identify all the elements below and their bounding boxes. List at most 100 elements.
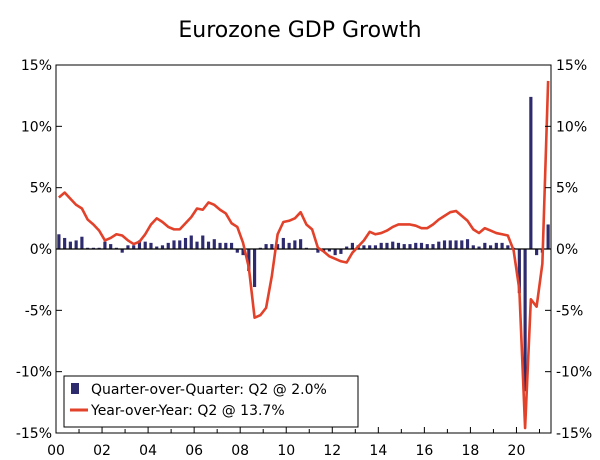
qoq-bar bbox=[333, 249, 337, 256]
qoq-bar bbox=[350, 242, 355, 249]
qoq-bar bbox=[74, 240, 78, 249]
qoq-bar bbox=[437, 241, 441, 249]
qoq-bar bbox=[460, 240, 464, 249]
x-tick-label: 10 bbox=[277, 443, 295, 459]
qoq-bar bbox=[477, 246, 481, 249]
qoq-bar bbox=[523, 249, 527, 392]
qoq-bar bbox=[178, 240, 182, 249]
y-tick-label-right: 15% bbox=[556, 58, 587, 74]
qoq-bar bbox=[408, 244, 412, 249]
x-tick-label: 00 bbox=[47, 443, 65, 459]
qoq-bar bbox=[270, 244, 274, 249]
qoq-bar bbox=[448, 240, 452, 249]
qoq-bar bbox=[218, 242, 222, 249]
qoq-bar bbox=[212, 239, 216, 249]
qoq-bar bbox=[529, 96, 533, 249]
qoq-bar bbox=[224, 242, 228, 249]
qoq-bar bbox=[488, 245, 493, 249]
x-tick-label: 16 bbox=[415, 443, 433, 459]
qoq-bar bbox=[442, 240, 447, 249]
y-tick-label-right: -15% bbox=[556, 426, 592, 442]
qoq-bar bbox=[465, 239, 470, 249]
qoq-bar bbox=[419, 242, 424, 249]
qoq-bar bbox=[316, 249, 320, 253]
legend-bar-swatch bbox=[71, 383, 79, 394]
qoq-bar bbox=[143, 241, 147, 249]
qoq-bar bbox=[201, 235, 205, 249]
qoq-bar bbox=[189, 235, 193, 249]
qoq-bar bbox=[276, 244, 280, 249]
qoq-bar bbox=[68, 241, 72, 249]
legend-label-yoy: Year-over-Year: Q2 @ 13.7% bbox=[90, 403, 285, 419]
y-tick-label-left: -15% bbox=[16, 426, 52, 442]
y-tick-label-right: -5% bbox=[556, 303, 583, 319]
qoq-bar-series bbox=[57, 96, 550, 392]
qoq-bar bbox=[103, 241, 107, 249]
qoq-bar bbox=[114, 247, 119, 249]
qoq-bar bbox=[183, 237, 188, 249]
qoq-bar bbox=[483, 242, 487, 249]
qoq-bar bbox=[137, 240, 142, 249]
qoq-bar bbox=[396, 242, 401, 249]
legend-box bbox=[63, 375, 359, 428]
qoq-bar bbox=[345, 246, 349, 249]
qoq-bar bbox=[425, 244, 429, 249]
qoq-bar bbox=[149, 242, 153, 249]
qoq-bar bbox=[86, 247, 90, 249]
x-tick-label: 08 bbox=[231, 443, 249, 459]
y-tick-label-left: -10% bbox=[16, 365, 52, 381]
qoq-bar bbox=[126, 245, 130, 249]
qoq-bar bbox=[229, 242, 234, 249]
x-tick-label: 12 bbox=[323, 443, 341, 459]
qoq-bar bbox=[155, 246, 159, 249]
qoq-bar bbox=[97, 247, 101, 249]
y-tick-label-left: 15% bbox=[21, 58, 52, 74]
yoy-line bbox=[58, 80, 550, 430]
qoq-bar bbox=[132, 245, 136, 249]
x-tick-label: 06 bbox=[185, 443, 203, 459]
legend: Quarter-over-Quarter: Q2 @ 2.0% Year-ove… bbox=[63, 375, 359, 428]
y-tick-label-left: 0% bbox=[30, 242, 52, 258]
qoq-bar bbox=[281, 237, 285, 249]
y-tick-label-right: 10% bbox=[556, 119, 587, 135]
y-tick-label-left: 10% bbox=[21, 119, 52, 135]
qoq-bar bbox=[391, 241, 395, 249]
qoq-bar bbox=[500, 242, 504, 249]
qoq-bar bbox=[63, 237, 67, 249]
x-tick-label: 20 bbox=[508, 443, 526, 459]
qoq-bar bbox=[264, 244, 268, 249]
qoq-bar bbox=[195, 241, 199, 249]
qoq-bar bbox=[373, 245, 378, 249]
qoq-bar bbox=[258, 247, 262, 249]
y-axis-right: 15% 10% 5% 0% -5% -10% -15% bbox=[545, 58, 592, 442]
qoq-bar bbox=[57, 234, 61, 249]
qoq-bar bbox=[247, 249, 251, 272]
qoq-bar bbox=[166, 242, 170, 249]
qoq-bar bbox=[546, 224, 550, 249]
qoq-bar bbox=[293, 240, 297, 249]
qoq-bar bbox=[379, 242, 383, 249]
qoq-bar bbox=[172, 240, 176, 249]
qoq-bar bbox=[339, 249, 343, 254]
x-tick-label: 02 bbox=[93, 443, 111, 459]
qoq-bar bbox=[327, 249, 331, 252]
qoq-bar bbox=[385, 242, 389, 249]
qoq-bar bbox=[287, 242, 291, 249]
qoq-bar bbox=[120, 249, 124, 253]
qoq-bar bbox=[91, 247, 95, 249]
qoq-bar bbox=[299, 239, 303, 249]
yoy-line-series bbox=[58, 80, 550, 430]
y-tick-label-left: -5% bbox=[25, 303, 52, 319]
x-axis: 00 02 04 06 08 10 12 14 16 18 20 bbox=[47, 427, 540, 459]
x-tick-label: 14 bbox=[369, 443, 387, 459]
chart-title: Eurozone GDP Growth bbox=[178, 18, 421, 43]
qoq-bar bbox=[109, 244, 113, 249]
qoq-bar bbox=[517, 249, 521, 294]
qoq-bar bbox=[414, 242, 418, 249]
qoq-bar bbox=[494, 242, 498, 249]
legend-label-qoq: Quarter-over-Quarter: Q2 @ 2.0% bbox=[91, 382, 327, 398]
y-tick-label-right: 5% bbox=[556, 181, 578, 197]
qoq-bar bbox=[431, 244, 435, 249]
x-tick-label: 04 bbox=[139, 443, 157, 459]
